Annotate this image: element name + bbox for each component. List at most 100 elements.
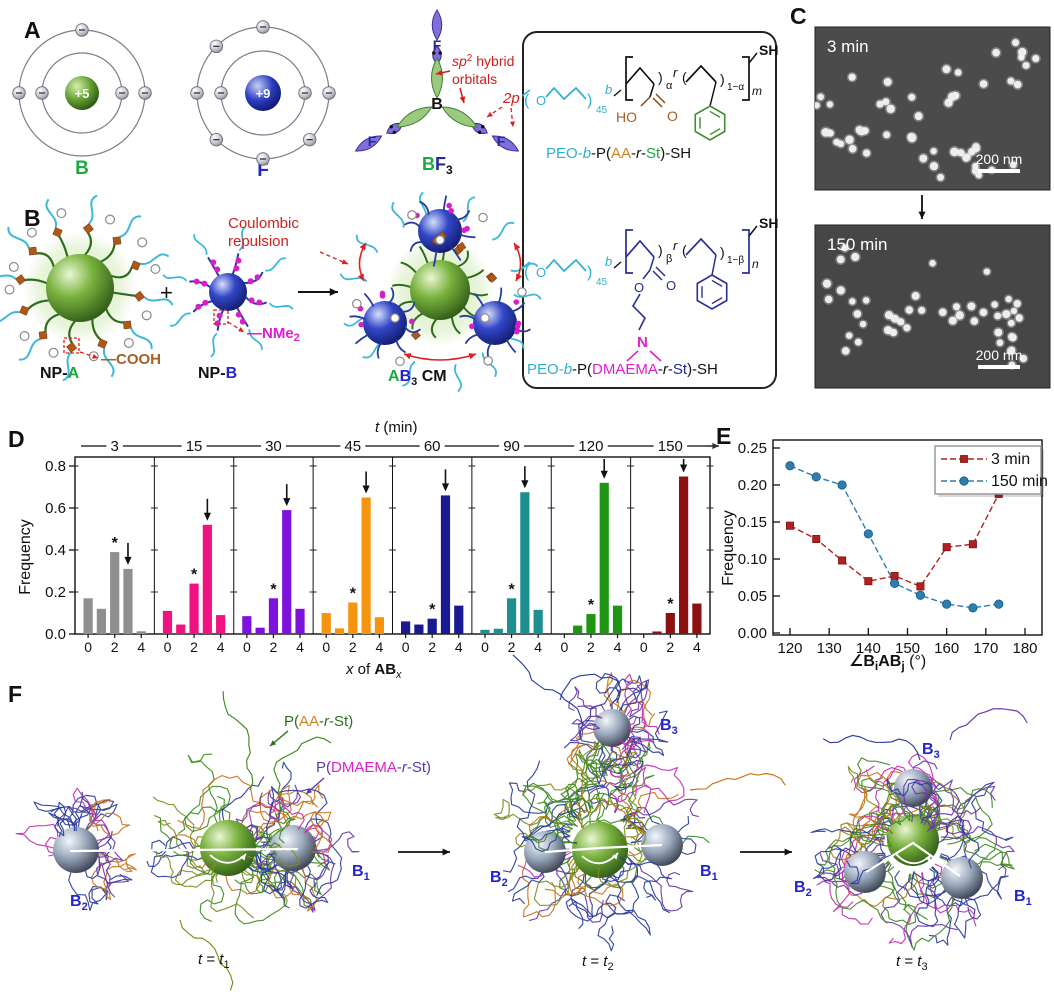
time-tick-3: 3 — [111, 438, 119, 455]
bar — [255, 627, 265, 634]
b2-t2: B — [490, 869, 502, 886]
d-xtick: 2 — [587, 639, 595, 655]
bf3-f-left: F — [368, 133, 377, 149]
bar — [96, 608, 106, 634]
cooh-highlight-box — [63, 337, 80, 354]
s1-name-peo: PEO- — [546, 145, 583, 162]
sp2-sp: sp — [452, 53, 467, 69]
star-annotation: * — [588, 597, 595, 614]
s1-m: m — [752, 84, 762, 98]
bar — [216, 615, 226, 634]
e-xlabel-angle: ∠B — [849, 653, 875, 670]
bf3-name: BF3 — [422, 154, 453, 177]
ab3-core-b-right — [473, 301, 517, 345]
nme2-label: —NMe2 — [247, 325, 300, 344]
e-xtick: 120 — [777, 640, 802, 657]
bar — [110, 552, 120, 634]
cooh-label: —COOH — [101, 351, 161, 368]
s2-name-sh: )-SH — [687, 361, 718, 378]
b3-t2: B — [660, 717, 672, 734]
bar — [189, 583, 199, 634]
time-t: t — [375, 419, 380, 436]
sp2-sup: 2 — [467, 53, 473, 64]
s2-name-dmaema: DMAEMA — [592, 361, 658, 378]
bar — [679, 476, 689, 634]
panel-f-arrows — [240, 730, 931, 862]
s1-block-b: b — [605, 82, 612, 97]
s2-bracket-l — [625, 229, 633, 274]
atom-symbol-f: F — [257, 160, 269, 181]
s2-block-b: b — [605, 254, 612, 269]
bf3-f-right: F — [497, 133, 506, 149]
bar — [202, 524, 212, 634]
npa-core — [46, 254, 114, 322]
s1-name-dash2: - — [641, 145, 646, 162]
b1-t3-sub: 1 — [1026, 896, 1032, 908]
s2-bond — [613, 261, 622, 269]
data-point — [785, 461, 795, 471]
pdmaema-label: P(DMAEMA-r-St) — [316, 759, 431, 776]
time-tick-60: 60 — [424, 438, 441, 455]
d-xtick: 2 — [349, 639, 357, 655]
t2-t2: t — [603, 953, 608, 970]
d-xlabel-of: of — [354, 661, 375, 678]
bars-150min: 0 2 4 * — [640, 459, 702, 655]
d-ytick: 0.2 — [45, 584, 66, 601]
bars-30min: 0 2 4 * — [242, 484, 305, 655]
time-tick-15: 15 — [186, 438, 203, 455]
star-annotation: * — [508, 581, 515, 598]
time-unit: (min) — [379, 419, 417, 436]
angle-line-t1 — [69, 847, 299, 853]
bar — [162, 610, 173, 634]
sem-dots-150min — [821, 242, 1029, 370]
nucleus-boron — [65, 76, 99, 110]
s1-name-p: -P( — [591, 145, 611, 162]
t3-t: t — [896, 953, 901, 970]
t1-t: t — [198, 951, 203, 968]
ab3-core-a — [410, 260, 470, 320]
s2-ethyl-chain — [631, 293, 646, 331]
s2-bracket-r — [742, 229, 750, 274]
s1-name-st: St — [646, 145, 661, 162]
b1-t2-sub: 1 — [712, 871, 718, 883]
s1-methyl-stub — [521, 89, 531, 97]
b3-label-t2: B3 — [660, 717, 678, 737]
time-label-t3: t = t3 — [896, 953, 928, 973]
series-150-min — [785, 461, 1004, 613]
bar — [400, 621, 411, 634]
star-annotation: * — [350, 586, 357, 603]
t3-eq: = — [900, 953, 917, 970]
s1-sh: SH — [759, 42, 778, 58]
b1-label-t1: B1 — [352, 863, 370, 883]
bar — [334, 628, 345, 634]
b1-t2: B — [700, 863, 712, 880]
sphere-b2-t3 — [844, 851, 886, 893]
bar — [427, 618, 437, 634]
bf3-name-f: F — [435, 154, 446, 174]
panel-e-label: E — [716, 423, 731, 449]
b3-t3: B — [922, 741, 934, 758]
data-point — [864, 577, 873, 586]
s2-name-peo: PEO- — [527, 361, 564, 378]
bar — [652, 631, 662, 634]
bf3-center-b: B — [431, 96, 443, 113]
s1-name-dash1: - — [631, 145, 636, 162]
d-xtick: 0 — [640, 639, 648, 655]
paast-d2: - — [329, 713, 334, 730]
d-xtick: 0 — [243, 639, 251, 655]
bars-3min: 0 2 4 * — [83, 535, 146, 655]
s2-u2-close: ) — [720, 244, 725, 260]
d-xlabel-ab: AB — [374, 661, 396, 678]
e-xtick: 180 — [1012, 640, 1037, 657]
s1-u2-close: ) — [720, 71, 725, 87]
bars-120min: 0 2 4 * — [560, 459, 623, 655]
s2-ester-o: O — [634, 280, 644, 295]
paast-close: ) — [348, 713, 353, 730]
d-xtick: 2 — [111, 639, 119, 655]
series-3-min — [786, 489, 1003, 591]
ab3-cm: CM — [417, 368, 446, 385]
s2-name-dash1: - — [658, 361, 663, 378]
s2-paren: ( — [524, 264, 530, 281]
panel-e-angle-plot: E Frequency ∠BiABj (°) 120 130 140 150 160 17… — [716, 423, 1048, 673]
